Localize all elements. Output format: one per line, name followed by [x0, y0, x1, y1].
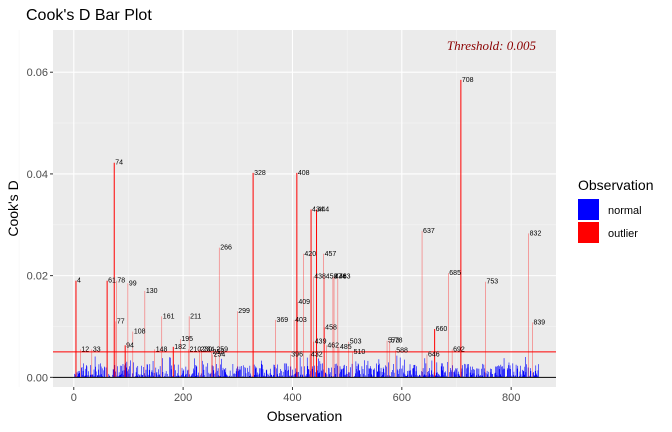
- outlier-label: 438: [314, 274, 326, 281]
- x-tick-label: 200: [174, 392, 192, 404]
- outlier-label: 474: [334, 274, 346, 281]
- outlier-label: 832: [530, 230, 542, 237]
- legend-label-normal: normal: [608, 205, 642, 217]
- outlier-label: 259: [216, 346, 228, 353]
- outlier-label: 369: [277, 317, 289, 324]
- x-axis-ticks: 0 200 400 600 800: [71, 387, 520, 404]
- outlier-label: 408: [298, 170, 310, 177]
- outlier-label: 182: [174, 344, 186, 351]
- legend-swatch-outlier: [578, 222, 599, 243]
- outlier-label: 234: [203, 346, 215, 353]
- y-tick-label: 0.04: [27, 169, 48, 181]
- outlier-label: 708: [462, 77, 474, 84]
- outlier-label: 108: [134, 329, 146, 336]
- outlier-label: 211: [190, 313, 201, 320]
- outlier-label: 573: [388, 338, 400, 345]
- outlier-label: 12: [81, 346, 89, 353]
- outlier-label: 434: [312, 207, 324, 214]
- legend-title: Observation: [578, 177, 653, 193]
- outlier-label: 485: [340, 344, 352, 351]
- outlier-label: 459: [326, 274, 338, 281]
- y-axis-ticks: 0.00 0.02 0.04 0.06: [27, 67, 53, 384]
- outlier-label: 439: [315, 339, 327, 346]
- outlier-label: 33: [93, 346, 101, 353]
- chart-title: Cook's D Bar Plot: [26, 7, 152, 24]
- outlier-label: 254: [214, 351, 226, 358]
- outlier-label: 94: [126, 342, 134, 349]
- outlier-label: 637: [423, 228, 435, 235]
- outlier-label: 252: [213, 349, 225, 356]
- outlier-label: 578: [391, 338, 403, 345]
- outlier-label: 4: [77, 278, 81, 285]
- outlier-label: 646: [428, 351, 440, 358]
- outlier-label: 409: [298, 299, 310, 306]
- y-axis-title: Cook's D: [5, 180, 21, 236]
- grid-minor: [18, 30, 556, 387]
- legend-label-outlier: outlier: [608, 228, 638, 240]
- outlier-label: 328: [254, 170, 266, 177]
- x-tick-label: 0: [71, 392, 77, 404]
- outlier-label: 503: [350, 339, 362, 346]
- outlier-label: 403: [295, 317, 307, 324]
- outlier-label: 396: [291, 351, 303, 358]
- outlier-label: 130: [146, 288, 158, 295]
- outlier-label: 299: [238, 308, 250, 315]
- y-tick-label: 0.00: [27, 372, 48, 384]
- outlier-label: 78: [117, 278, 125, 285]
- x-tick-label: 600: [393, 392, 411, 404]
- y-tick-label: 0.02: [27, 271, 48, 283]
- outlier-label: 510: [354, 349, 366, 356]
- outlier-label: 61: [108, 278, 116, 285]
- outlier-label: 99: [129, 280, 137, 287]
- outlier-label: 476: [335, 274, 347, 281]
- outlier-label: 462: [327, 342, 339, 349]
- outlier-label: 588: [396, 347, 408, 354]
- x-tick-label: 400: [283, 392, 301, 404]
- outlier-bars: [75, 79, 533, 378]
- outlier-label: 195: [181, 336, 193, 343]
- outlier-label: 457: [325, 251, 337, 258]
- legend: Observation normal outlier: [578, 177, 653, 243]
- outlier-label: 77: [117, 318, 125, 325]
- outlier-label: 839: [533, 319, 545, 326]
- threshold-annotation: Threshold: 0.005: [447, 38, 537, 53]
- outlier-label: 483: [339, 274, 351, 281]
- x-axis-title: Observation: [267, 408, 342, 424]
- outlier-label: 660: [436, 326, 448, 333]
- outlier-label: 444: [318, 207, 330, 214]
- outlier-label: 266: [220, 245, 232, 252]
- y-tick-label: 0.06: [27, 67, 48, 79]
- outlier-label: 210: [190, 346, 202, 353]
- outlier-label: 692: [453, 346, 465, 353]
- outlier-label: 230: [201, 346, 213, 353]
- outlier-label: 148: [156, 346, 168, 353]
- outlier-label: 458: [325, 325, 337, 332]
- outlier-label: 753: [486, 279, 498, 286]
- x-tick-label: 800: [502, 392, 520, 404]
- plot-panel: [53, 30, 556, 387]
- outlier-label: 432: [311, 351, 323, 358]
- outlier-label: 685: [449, 270, 461, 277]
- outlier-label: 161: [163, 313, 175, 320]
- outlier-label: 74: [115, 160, 123, 167]
- legend-swatch-normal: [578, 199, 599, 220]
- outlier-label: 420: [304, 251, 316, 258]
